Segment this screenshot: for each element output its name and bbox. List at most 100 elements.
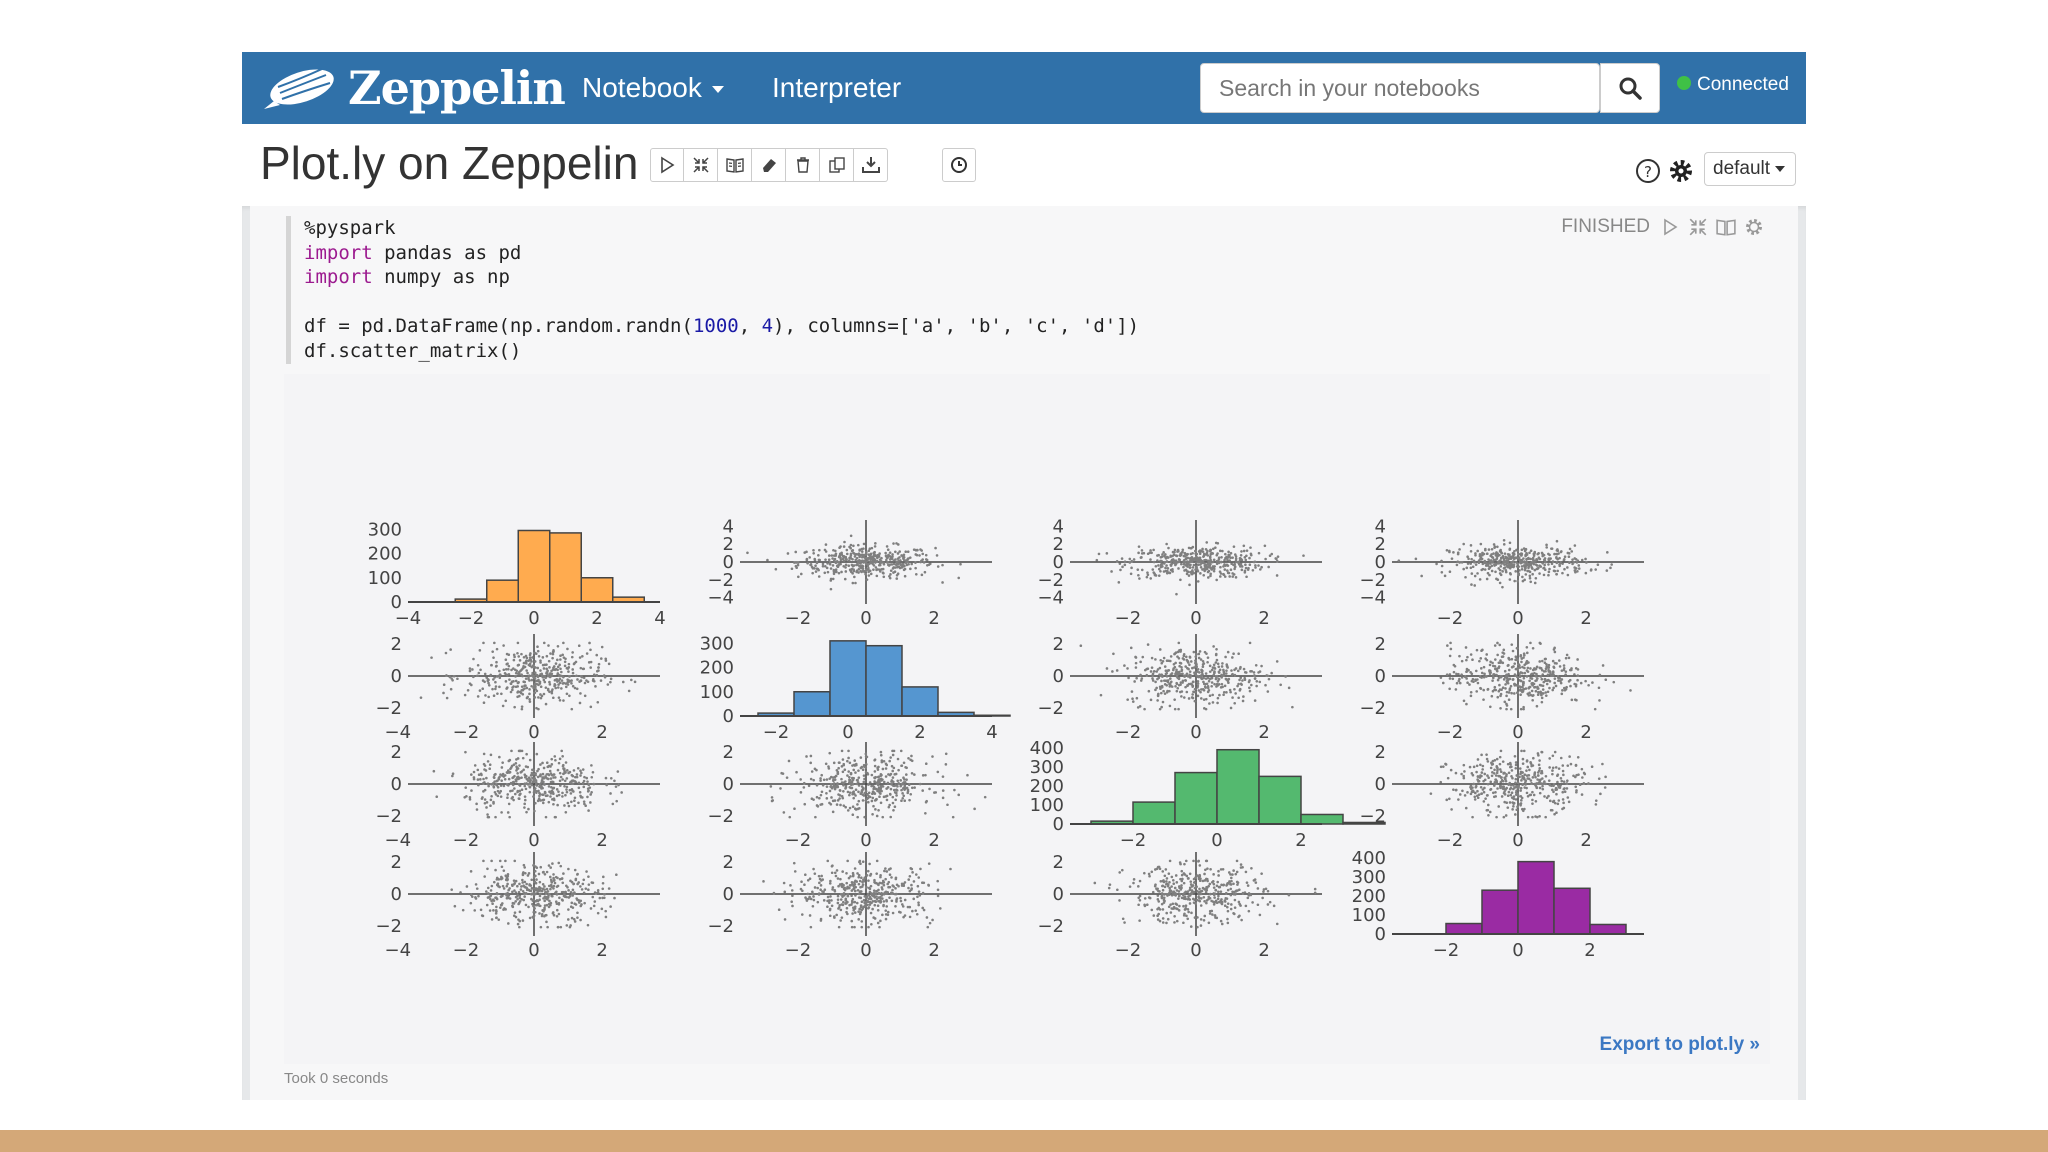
scatter-point (845, 881, 849, 885)
scatter-point (836, 901, 840, 905)
scatter-point (837, 555, 841, 559)
scatter-point (806, 561, 809, 565)
run-all-button[interactable] (650, 148, 684, 182)
scatter-point (1551, 788, 1554, 792)
scatter-point (1178, 892, 1182, 896)
scatter-point (1516, 579, 1519, 583)
scatter-point (524, 871, 527, 875)
interpreter-binding-dropdown[interactable]: default (1704, 152, 1796, 186)
scatter-point (506, 769, 510, 772)
scatter-point (1560, 678, 1564, 681)
nav-interpreter-link[interactable]: Interpreter (772, 72, 902, 103)
scatter-point (833, 799, 837, 802)
scatter-point (570, 916, 574, 920)
notebook-title[interactable]: Plot.ly on Zeppelin (260, 137, 639, 189)
brand[interactable]: Zeppelin (260, 56, 566, 120)
histogram-bar (1342, 821, 1386, 825)
scatter-point (1215, 658, 1219, 662)
search-button[interactable] (1600, 63, 1660, 113)
scatter-point (1529, 779, 1533, 782)
gear-icon[interactable] (1668, 158, 1694, 184)
scatter-point (1493, 667, 1497, 671)
scatter-point (1140, 556, 1143, 559)
delete-notebook-button[interactable] (786, 148, 820, 182)
hide-output-button[interactable] (718, 148, 752, 182)
scatter-point (1188, 888, 1192, 892)
scatter-point (1551, 560, 1555, 563)
scatter-point (840, 885, 844, 889)
scatter-point (1231, 572, 1234, 575)
scatter-point (1138, 898, 1142, 902)
scatter-point (1539, 675, 1543, 678)
scatter-point (506, 796, 509, 800)
scheduler-button[interactable] (942, 148, 976, 182)
scatter-point (851, 912, 854, 915)
scatter-point (511, 686, 514, 689)
scatter-point (1540, 750, 1543, 754)
play-icon[interactable] (1660, 217, 1680, 237)
scatter-point (889, 867, 892, 870)
scatter-point (1471, 565, 1475, 569)
scatter-point (543, 790, 547, 794)
scatter-point (863, 901, 867, 904)
hide-code-button[interactable] (684, 148, 718, 182)
scatter-point (1213, 666, 1216, 669)
scatter-point (583, 681, 587, 685)
scatter-point (1573, 682, 1576, 686)
scatter-point (1522, 707, 1525, 711)
nav-notebook-menu[interactable]: Notebook (582, 52, 724, 124)
scatter-point (589, 666, 592, 669)
scatter-point (1175, 881, 1179, 884)
scatter-point (1511, 563, 1514, 567)
scatter-point (1535, 672, 1538, 676)
search-input[interactable]: Search in your notebooks (1200, 63, 1600, 113)
scatter-point (909, 567, 912, 571)
scatter-point (856, 563, 859, 567)
scatter-point (841, 870, 844, 873)
scatter-point (1523, 781, 1527, 784)
x-tick-label: 0 (842, 722, 853, 743)
scatter-point (917, 890, 921, 893)
scatter-point (783, 890, 787, 894)
scatter-point (1594, 799, 1598, 802)
scatter-point (1202, 680, 1205, 684)
scatter-point (562, 767, 566, 770)
scatter-point (1541, 784, 1544, 788)
export-notebook-button[interactable] (854, 148, 888, 182)
clear-output-button[interactable] (752, 148, 786, 182)
scatter-point (1551, 670, 1555, 673)
scatter-point (859, 911, 863, 914)
scatter-point (556, 658, 559, 662)
scatter-point (490, 782, 493, 786)
book-icon[interactable] (1716, 217, 1736, 237)
collapse-icon[interactable] (1688, 217, 1708, 237)
help-icon[interactable]: ? (1635, 158, 1661, 184)
scatter-point (552, 792, 555, 796)
scatter-point (583, 694, 587, 698)
scatter-point (617, 783, 620, 787)
scatter-point (891, 769, 895, 773)
scatter-point (534, 779, 538, 782)
scatter-point (1108, 883, 1112, 886)
scatter-point (820, 802, 824, 806)
scatter-point (1200, 677, 1204, 681)
scatter-point (1123, 563, 1127, 567)
scatter-point (924, 553, 928, 557)
scatter-point (1506, 679, 1510, 682)
scatter-point (1516, 775, 1520, 779)
gear-icon[interactable] (1744, 217, 1764, 237)
matrix-cell-2-3: −202−2 0 2 (1359, 742, 1644, 851)
scatter-point (487, 684, 491, 687)
scatter-point (523, 795, 527, 798)
scatter-point (1569, 684, 1572, 688)
scatter-point (844, 563, 848, 567)
clone-notebook-button[interactable] (820, 148, 854, 182)
scatter-point (810, 565, 814, 569)
code-editor[interactable]: %pyspark import pandas as pd import numpy … (304, 216, 1139, 363)
scatter-point (1185, 690, 1189, 694)
scatter-point (774, 567, 778, 571)
scatter-point (1527, 569, 1530, 573)
scatter-point (865, 755, 869, 759)
scatter-point (571, 774, 575, 778)
scatter-point (548, 790, 551, 793)
